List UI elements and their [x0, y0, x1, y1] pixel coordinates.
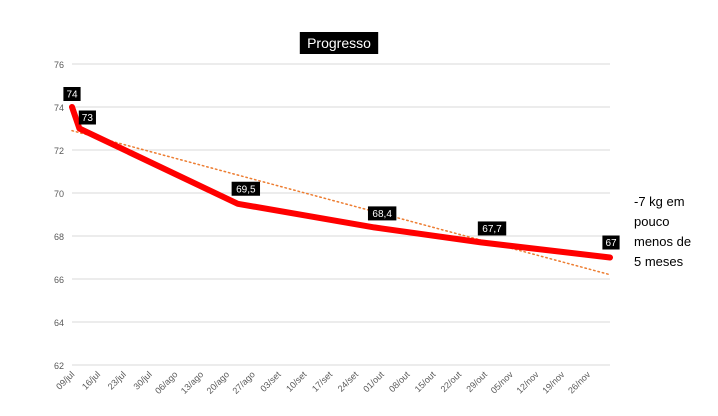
y-tick-label: 66	[54, 275, 64, 285]
gridlines	[72, 63, 610, 366]
x-axis-ticks: 09/jul 16/jul 23/jul 30/jul 06/ago 13/ago 20/a…	[54, 369, 593, 396]
x-tick-label: 10/set	[284, 369, 309, 394]
weight-loss-annotation: -7 kg em pouco menos de 5 meses	[634, 192, 716, 272]
x-tick-label: 06/ago	[153, 369, 180, 396]
y-axis-ticks: 62 64 66 68 70 72 74 76	[54, 60, 64, 371]
data-label-text: 74	[66, 90, 78, 101]
weight-line	[69, 104, 613, 261]
x-tick-label: 12/nov	[515, 369, 542, 396]
data-labels: 74 73 69,5 68,4 67,7 67	[63, 87, 620, 250]
data-label: 69,5	[231, 181, 261, 196]
x-tick-label: 23/jul	[106, 369, 128, 391]
y-tick-label: 64	[54, 318, 64, 328]
x-tick-label: 27/ago	[230, 369, 257, 396]
y-tick-label: 72	[54, 146, 64, 156]
x-tick-label: 24/set	[336, 369, 361, 394]
x-tick-label: 20/ago	[205, 369, 232, 396]
x-tick-label: 13/ago	[179, 369, 206, 396]
x-tick-label: 05/nov	[489, 369, 516, 396]
annotation-line-4: 5 meses	[634, 254, 684, 269]
data-label-box	[231, 181, 261, 196]
annotation-line-1: -7 kg em	[634, 194, 685, 209]
chart-title: Progresso	[307, 35, 371, 51]
y-tick-label: 70	[54, 189, 64, 199]
x-tick-label: 09/jul	[54, 369, 76, 391]
trendline	[71, 129, 611, 276]
x-tick-label: 17/set	[310, 369, 335, 394]
data-label: 73	[78, 110, 96, 125]
y-tick-label: 76	[54, 60, 64, 70]
series-line	[69, 104, 613, 261]
x-tick-label: 19/nov	[540, 369, 567, 396]
x-tick-label: 01/out	[361, 369, 386, 394]
data-label-text: 67,7	[482, 224, 502, 235]
x-tick-label: 08/out	[387, 369, 412, 394]
annotation-line-3: menos de	[634, 234, 692, 249]
data-label-text: 73	[82, 113, 94, 124]
x-tick-label: 16/jul	[80, 369, 102, 391]
data-label-box	[63, 87, 81, 101]
x-tick-label: 03/set	[258, 369, 283, 394]
data-label-box	[602, 235, 620, 250]
x-tick-label: 15/out	[413, 369, 438, 394]
data-label-box	[367, 206, 397, 221]
trendline-dotted	[71, 129, 611, 276]
x-tick-label: 22/out	[439, 369, 464, 394]
data-label: 67,7	[477, 221, 507, 236]
data-label-box	[78, 110, 96, 125]
chart-title-group: Progresso	[299, 32, 379, 54]
y-tick-label: 74	[54, 103, 64, 113]
y-tick-label: 68	[54, 232, 64, 242]
chart-title-box	[299, 32, 379, 54]
x-tick-label: 29/out	[464, 369, 489, 394]
annotation-line-2: pouco	[634, 214, 670, 229]
data-label: 74	[63, 87, 81, 101]
data-label-box	[477, 221, 507, 236]
data-label: 67	[602, 235, 620, 250]
data-label-text: 67	[605, 238, 617, 249]
x-tick-label: 26/nov	[566, 369, 593, 396]
y-tick-label: 62	[54, 361, 64, 371]
data-label-text: 68,4	[372, 209, 392, 220]
data-label: 68,4	[367, 206, 397, 221]
data-label-text: 69,5	[236, 184, 256, 195]
x-tick-label: 30/jul	[132, 369, 154, 391]
